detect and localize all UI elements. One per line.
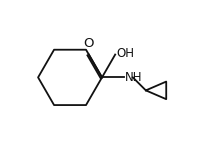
Text: NH: NH bbox=[125, 71, 142, 84]
Text: O: O bbox=[83, 37, 93, 50]
Text: OH: OH bbox=[117, 47, 135, 60]
